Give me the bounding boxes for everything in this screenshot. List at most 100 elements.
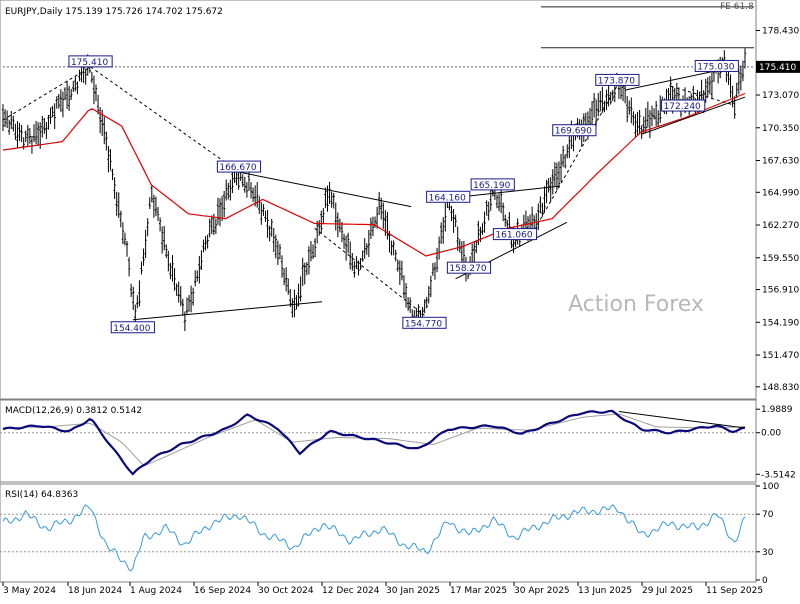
ohlc-bar	[305, 262, 309, 276]
ohlc-bar	[322, 208, 325, 224]
ohlc-values: 175.139 175.726 174.702 175.672	[65, 7, 222, 17]
ohlc-bar	[272, 227, 275, 253]
ohlc-bar	[72, 80, 75, 92]
ohlc-bar	[231, 170, 234, 194]
ohlc-bar	[365, 243, 368, 255]
price-label-box	[426, 190, 471, 203]
ohlc-bar	[291, 298, 294, 318]
ohlc-bar	[194, 270, 197, 287]
ohlc-bar	[171, 255, 174, 282]
ohlc-bar	[566, 144, 569, 159]
ohlc-bar	[617, 83, 621, 99]
ohlc-bar	[181, 298, 185, 316]
ohlc-bar	[437, 236, 441, 260]
ohlc-bar	[173, 268, 176, 291]
ohlc-bar	[208, 218, 211, 238]
ohlc-bar	[630, 97, 633, 124]
ohlc-bar	[280, 255, 284, 278]
ohlc-bar	[656, 110, 660, 127]
ohlc-bar	[355, 256, 358, 270]
ohlc-bar	[204, 236, 207, 251]
ohlc-bar	[450, 205, 453, 222]
price-label-text: 166.670	[219, 163, 256, 173]
ohlc-bar	[59, 89, 63, 112]
ohlc-bar	[274, 234, 278, 259]
ohlc-bar	[61, 91, 65, 118]
x-tick-label: 11 Sep 2025	[706, 586, 763, 596]
ohlc-bar	[125, 241, 129, 257]
ohlc-bar	[74, 75, 77, 92]
ohlc-bar	[342, 233, 346, 249]
ohlc-bar	[251, 187, 255, 202]
ohlc-bar	[487, 201, 490, 221]
ohlc-bar	[667, 87, 670, 102]
ohlc-bar	[361, 250, 364, 262]
ohlc-bar	[367, 229, 371, 258]
ohlc-bar	[30, 135, 34, 154]
ohlc-bar	[603, 100, 606, 113]
ohlc-bar	[144, 229, 147, 259]
ohlc-bar	[330, 191, 333, 208]
ohlc-bar	[741, 60, 745, 82]
rsi-panel: RSI(14) 64.8363 100 70 30 0	[0, 482, 779, 586]
ohlc-bar	[501, 202, 505, 222]
trendline	[90, 66, 240, 173]
trendline	[314, 227, 425, 316]
x-axis: 3 May 2024 18 Jun 2024 1 Aug 2024 16 Sep 20…	[2, 582, 763, 596]
ohlc-bar	[458, 239, 461, 253]
ohlc-bar	[599, 90, 602, 112]
ohlc-bar	[247, 171, 251, 191]
ohlc-bar	[179, 286, 182, 307]
ohlc-bar	[425, 296, 428, 309]
ohlc-bar	[256, 182, 259, 208]
ohlc-bar	[96, 94, 100, 115]
ohlc-bar	[427, 285, 430, 304]
ohlc-bar	[315, 220, 319, 244]
ohlc-bar	[648, 110, 652, 139]
y-tick-label: 164.990	[762, 188, 799, 198]
x-tick-label: 30 Jan 2025	[386, 586, 440, 596]
ohlc-bar	[654, 100, 658, 127]
ohlc-bar	[392, 240, 395, 256]
ohlc-bar	[309, 241, 313, 262]
ohlc-bar	[477, 220, 480, 246]
price-label: 173.870	[595, 73, 640, 86]
ohlc-bar	[539, 196, 542, 214]
trendline	[640, 96, 746, 135]
ohlc-bar	[729, 74, 732, 98]
ohlc-bar	[18, 122, 21, 142]
ohlc-bar	[481, 223, 484, 235]
ohlc-bar	[167, 250, 170, 272]
x-tick-label: 3 May 2024	[3, 586, 56, 596]
x-tick-label: 18 Jun 2024	[68, 586, 122, 596]
price-label: 164.160	[426, 190, 471, 203]
ohlc-bar	[45, 121, 48, 140]
macd-panel-frame	[0, 399, 757, 483]
ohlc-bar	[485, 200, 488, 216]
macd-line	[2, 409, 746, 476]
ohlc-bar	[222, 190, 226, 218]
price-panel: 178.430 173.070 170.350 167.630 164.990 162.2…	[1, 6, 800, 393]
ohlc-bar	[98, 107, 102, 134]
ohlc-bar	[175, 283, 178, 296]
ohlc-bar	[398, 260, 402, 285]
ohlc-bar	[313, 238, 317, 258]
price-label: 154.400	[110, 321, 155, 334]
ohlc-bar	[634, 114, 637, 138]
ohlc-bar	[605, 89, 608, 111]
y-tick-label: 162.270	[762, 221, 799, 231]
ohlc-bar	[530, 206, 534, 229]
price-label-text: 161.060	[495, 231, 532, 241]
ohlc-bar	[92, 75, 96, 105]
ohlc-bar	[41, 115, 44, 138]
ohlc-bar	[404, 282, 408, 308]
price-label-box	[694, 59, 739, 72]
rsi-tick-label: 100	[762, 482, 779, 492]
ohlc-bar	[53, 103, 56, 129]
ohlc-bar	[611, 89, 614, 101]
ohlc-bar	[202, 239, 205, 253]
ohlc-bar	[592, 92, 596, 118]
ohlc-bar	[14, 123, 17, 140]
ohlc-bar	[107, 145, 110, 173]
